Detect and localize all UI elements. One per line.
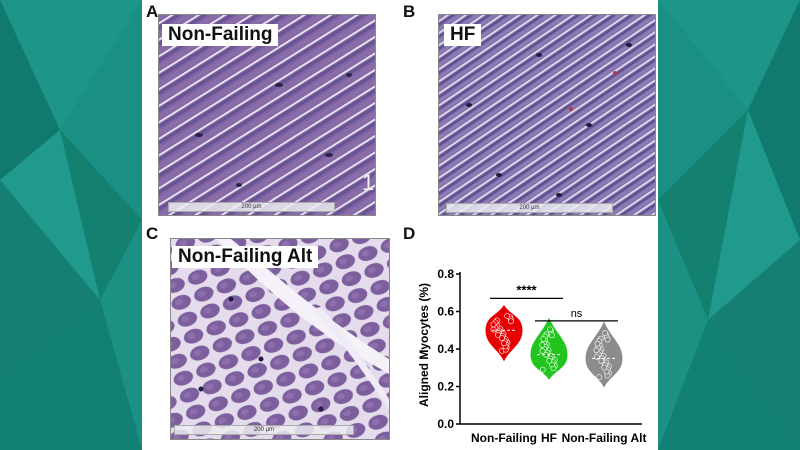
data-point-non_failing_alt	[594, 340, 601, 347]
x-tick-label-non_failing_alt: Non-Failing Alt	[562, 431, 647, 445]
y-tick-label-3: 0.6	[437, 305, 454, 319]
data-point-hf	[546, 357, 553, 364]
micrograph-non-failing-alt	[170, 238, 390, 440]
data-point-hf	[539, 342, 546, 348]
data-point-non_failing	[499, 335, 505, 341]
data-point-hf	[539, 348, 546, 354]
panel-letter-c: C	[146, 224, 159, 243]
micrograph-hf	[438, 14, 656, 216]
corner-mark: 1	[362, 170, 375, 195]
data-point-hf	[540, 336, 547, 342]
data-point-hf	[539, 366, 546, 373]
y-tick-label-2: 0.4	[437, 342, 454, 356]
scale-bar-a: 200 µm	[168, 202, 335, 212]
scale-bar-c: 200 µm	[174, 425, 354, 435]
label-non-failing: Non-Failing	[162, 24, 279, 46]
label-hf: HF	[444, 24, 482, 46]
data-point-non_failing_alt	[593, 347, 600, 354]
background-right-pattern	[658, 0, 800, 450]
data-point-hf	[548, 332, 555, 339]
panel-letter-a: A	[146, 2, 159, 21]
data-point-non_failing_alt	[601, 364, 608, 371]
micrograph-non-failing	[158, 14, 376, 216]
violin-chart: 0.0 0.2 0.4 0.6 0.8 Aligned Myocytes (%) Non-F…	[417, 267, 647, 445]
data-point-non_failing	[504, 313, 511, 319]
background-left-pattern	[0, 0, 142, 450]
data-point-non_failing	[495, 331, 501, 338]
y-tick-label-4: 0.8	[437, 267, 454, 281]
x-tick-label-hf: HF	[541, 431, 557, 445]
data-point-non_failing	[508, 318, 514, 325]
panel-letter-b: B	[403, 2, 416, 21]
data-point-non_failing_alt	[596, 374, 603, 381]
data-point-non_failing	[490, 326, 497, 333]
scale-bar-b: 200 µm	[446, 203, 613, 213]
data-point-hf	[547, 326, 553, 333]
y-tick-label-1: 0.2	[437, 380, 454, 394]
data-point-non_failing	[490, 321, 497, 328]
data-point-non_failing	[501, 340, 508, 347]
significance-label-1: ns	[571, 308, 583, 320]
significance-label-0: ****	[516, 282, 537, 297]
panel-letter-d: D	[403, 224, 416, 243]
data-point-non_failing_alt	[604, 336, 611, 343]
data-point-non_failing_alt	[602, 330, 608, 336]
y-axis-label: Aligned Myocytes (%)	[417, 283, 431, 407]
y-tick-label-0: 0.0	[437, 417, 454, 431]
label-non-failing-alt: Non-Failing Alt	[172, 246, 319, 268]
x-tick-label-non_failing: Non-Failing	[471, 431, 537, 445]
data-point-non_failing_alt	[598, 357, 605, 364]
